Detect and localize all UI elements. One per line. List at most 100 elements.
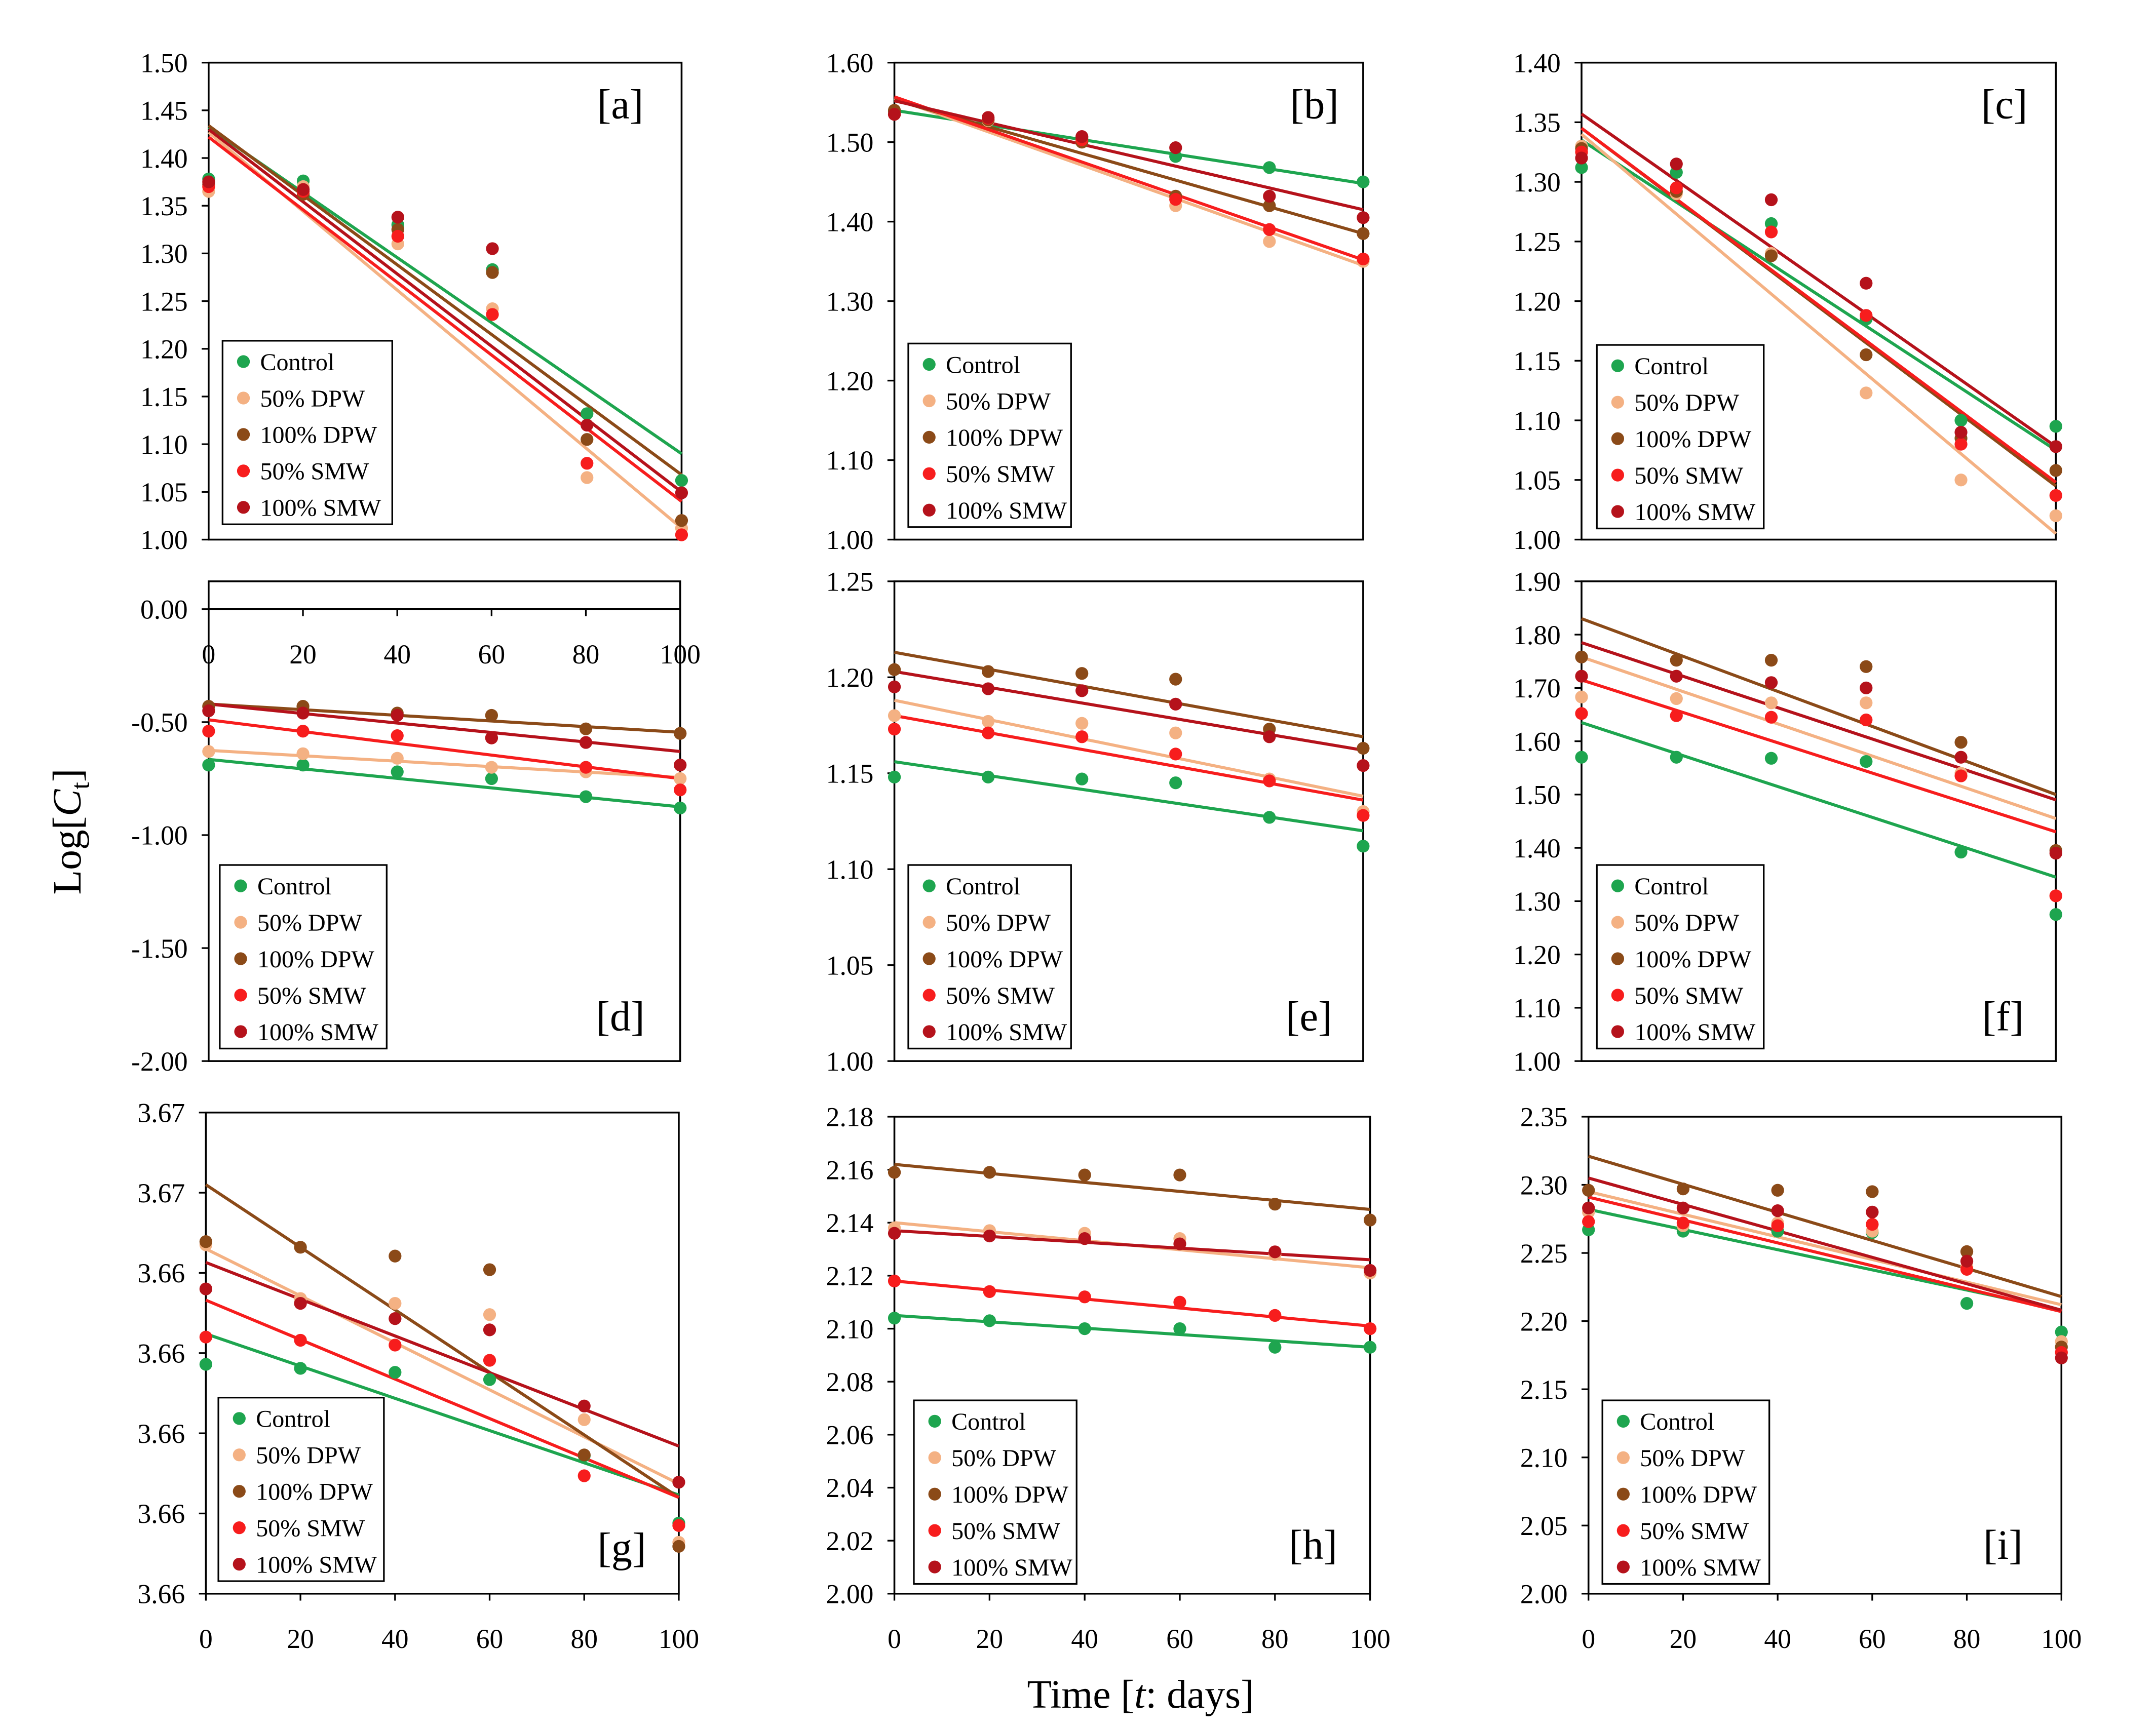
legend-item: Control: [1611, 353, 1709, 380]
legend-label: 100% SMW: [257, 1019, 379, 1046]
x-tick-label: 20: [976, 1624, 1004, 1654]
fit-line: [1581, 133, 2057, 535]
fit-line: [894, 651, 1364, 738]
y-tick-label: 2.12: [826, 1261, 874, 1291]
legend-marker: [922, 467, 936, 480]
legend-item: 50% DPW: [928, 1445, 1057, 1472]
y-tick-label: 1.35: [1513, 107, 1561, 138]
data-point: [1954, 845, 1968, 859]
data-point: [1860, 696, 1873, 710]
x-axis-title-variable: t: [1134, 1672, 1146, 1717]
y-tick-label: 2.16: [826, 1155, 874, 1185]
data-point: [1764, 225, 1778, 239]
legend-marker: [237, 501, 250, 514]
data-point: [578, 1413, 591, 1426]
data-point: [1575, 690, 1588, 703]
legend-item: 100% DPW: [1616, 1481, 1757, 1508]
data-point: [888, 663, 901, 676]
data-point: [1670, 709, 1683, 722]
data-point: [1866, 1185, 1879, 1198]
y-tick-label: 1.50: [1513, 780, 1561, 810]
data-point: [1764, 654, 1778, 667]
legend-box: [913, 1399, 1077, 1585]
data-point: [294, 1296, 307, 1310]
fit-line: [1581, 139, 2057, 452]
legend-box: [219, 864, 388, 1050]
fit-line: [1581, 112, 2057, 448]
legend-marker: [233, 1557, 246, 1571]
legend-label: 50% SMW: [951, 1518, 1061, 1545]
legend-box: [907, 864, 1072, 1050]
data-point: [672, 1519, 685, 1532]
data-point: [1363, 1322, 1377, 1335]
legend-label: 50% DPW: [1640, 1445, 1745, 1472]
panel-f: 1.00 1.10 1.20 1.30 1.40 1.50 1.60 1.70 1.80 1.90…: [1513, 567, 2062, 1077]
y-tick-label: 1.30: [140, 239, 188, 269]
y-tick-label: 2.00: [1520, 1579, 1568, 1609]
legend-marker: [1611, 916, 1625, 929]
legend: Control 50% DPW 100% DPW 50% SMW 100% SMW: [217, 1396, 385, 1582]
fit-line: [1581, 655, 2057, 820]
data-point: [391, 765, 404, 778]
data-point: [578, 1399, 591, 1412]
data-point: [1676, 1182, 1690, 1196]
fit-line: [1588, 1195, 2062, 1313]
panel-h: 2.00 2.02 2.04 2.06 2.08 2.10 2.12 2.14 2.16 2.18…: [826, 1102, 1391, 1654]
x-tick-label: 20: [289, 639, 317, 670]
legend-marker: [1616, 1414, 1630, 1428]
panel-label: [c]: [1981, 82, 2027, 128]
data-point: [983, 1314, 996, 1327]
legend-label: 100% DPW: [257, 946, 375, 973]
data-point: [1357, 227, 1370, 240]
data-point: [1960, 1254, 1974, 1268]
panel-label: [e]: [1286, 994, 1332, 1040]
y-tick-label: 3.67: [138, 1097, 185, 1128]
fit-line: [205, 1183, 680, 1499]
y-tick-label: 1.00: [1513, 1046, 1561, 1077]
legend-item: Control: [234, 873, 332, 900]
x-tick-label: 100: [659, 1624, 699, 1654]
data-point: [1866, 1217, 1879, 1231]
legend-marker: [237, 464, 250, 478]
data-point: [483, 1373, 496, 1386]
legend-label: Control: [1634, 353, 1709, 380]
legend-item: 100% DPW: [928, 1481, 1069, 1508]
y-tick-label: 1.50: [826, 127, 874, 158]
data-point: [486, 266, 499, 279]
legend-label: 50% SMW: [257, 982, 367, 1009]
y-tick-label: 1.25: [1513, 227, 1561, 257]
legend-label: 50% SMW: [946, 982, 1055, 1009]
legend-marker: [922, 358, 936, 371]
fit-line: [1588, 1176, 2062, 1312]
y-tick-label: 1.15: [826, 759, 874, 789]
fit-line: [208, 758, 681, 809]
data-point: [483, 1263, 496, 1276]
fit-line: [208, 126, 683, 455]
data-point: [2049, 908, 2062, 921]
legend-item: 50% SMW: [237, 458, 369, 485]
data-point: [389, 1366, 402, 1379]
fit-line: [894, 714, 1364, 802]
data-point: [578, 1448, 591, 1462]
legend-marker: [1611, 952, 1625, 965]
legend-label: 50% SMW: [256, 1515, 365, 1542]
data-point: [674, 727, 687, 740]
data-point: [1357, 175, 1370, 188]
y-tick-label: 1.30: [826, 286, 874, 317]
data-point: [389, 1339, 402, 1352]
data-point: [983, 1229, 996, 1243]
data-point: [983, 1285, 996, 1298]
y-tick-label: 1.20: [826, 662, 874, 693]
legend: Control 50% DPW 100% DPW 50% SMW 100% SMW: [907, 342, 1072, 528]
data-point: [1268, 1245, 1282, 1259]
legend-label: 100% DPW: [946, 424, 1063, 451]
data-point: [2049, 847, 2062, 860]
data-point: [1954, 414, 1968, 427]
legend-label: 100% SMW: [256, 1551, 377, 1578]
y-tick-label: 1.80: [1513, 620, 1561, 650]
legend-marker: [1611, 989, 1625, 1002]
y-axis-title-prefix: Log[: [45, 816, 90, 895]
data-point: [1860, 660, 1873, 673]
x-tick-label: 100: [660, 639, 701, 670]
legend-item: 100% SMW: [922, 1019, 1067, 1046]
